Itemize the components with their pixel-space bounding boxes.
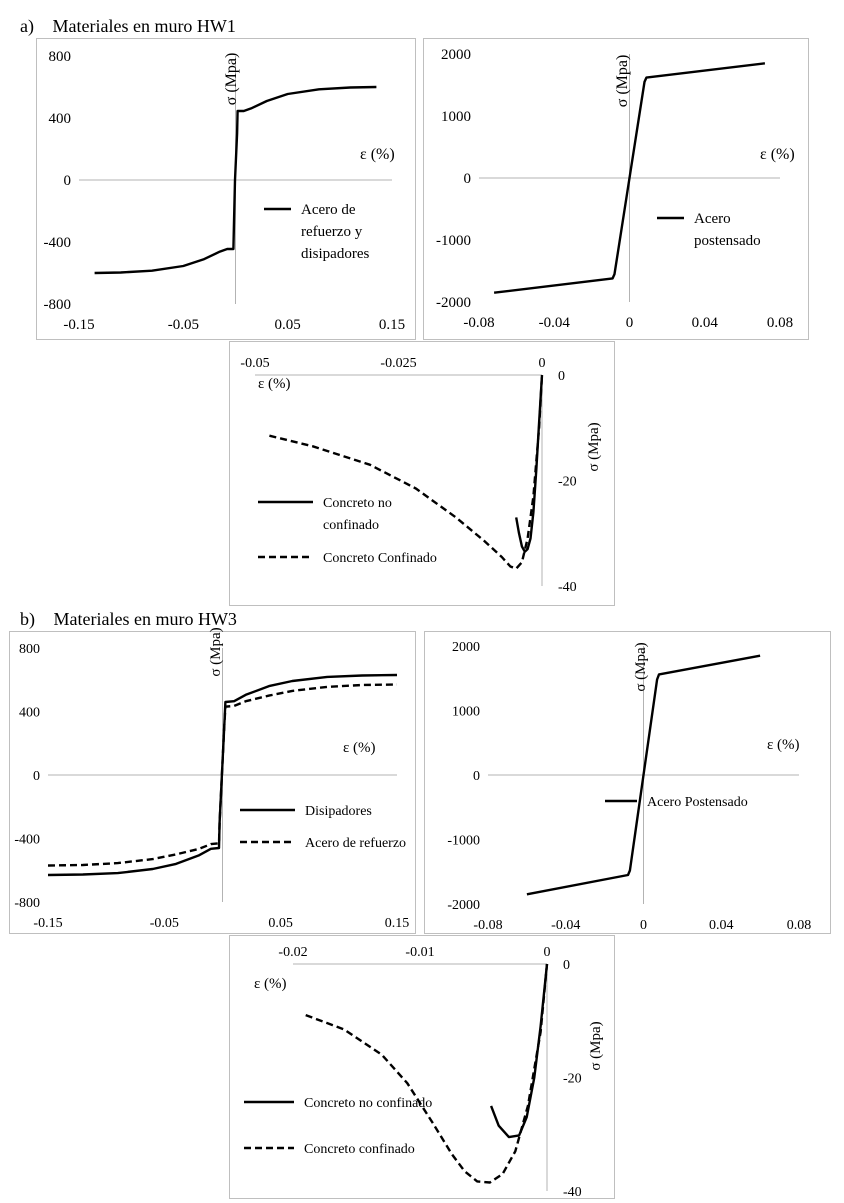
y-tick-label: -40	[558, 580, 577, 595]
legend-entry-1: Disipadores	[305, 804, 372, 819]
x-tick-label: -0.04	[551, 918, 580, 933]
y-tick-label: -800	[44, 297, 72, 313]
x-tick-label: -0.04	[539, 315, 571, 331]
y-tick-label: 800	[19, 642, 40, 657]
x-axis-label: ε (%)	[258, 376, 291, 392]
y-tick-label: -2000	[436, 295, 471, 311]
x-tick-label: 0	[626, 315, 634, 331]
y-tick-label: 1000	[441, 109, 471, 125]
section-title-b-text: Materiales en muro HW3	[53, 609, 237, 629]
y-tick-label: -400	[44, 235, 72, 251]
legend-entry-1: Acero Postensado	[647, 795, 748, 810]
chart-b2-prestressed-steel: -0.08 -0.04 0 0.04 0.08 -2000 -1000 0 1000 2000 σ …	[424, 631, 831, 934]
x-tick-label: -0.02	[278, 945, 307, 960]
legend-entry-1: Concreto no confinado	[323, 496, 392, 533]
y-tick-label: 1000	[452, 705, 480, 720]
x-axis-label: ε (%)	[760, 146, 795, 163]
y-tick-label: 0	[464, 171, 472, 187]
section-title-a: a) Materiales en muro HW1	[20, 16, 236, 37]
series-line-2	[269, 374, 544, 570]
y-tick-label: 400	[19, 706, 40, 721]
section-label-a: a)	[20, 16, 34, 36]
chart-svg: -0.02 -0.01 0 -40 -20 0 σ (Mpa) ε (%) Concreto n…	[244, 945, 604, 1200]
section-title-b: b) Materiales en muro HW3	[20, 609, 237, 630]
series-line-1	[489, 963, 549, 1139]
x-tick-label: -0.05	[240, 356, 269, 371]
chart-svg: -0.08 -0.04 0 0.04 0.08 -2000 -1000 0 1000 2000 σ …	[447, 640, 812, 933]
y-tick-label: -2000	[447, 898, 480, 913]
chart-b1-dissipators-rebar: -0.15 -0.05 0.05 0.15 -800 -400 0 400 800 σ (Mpa)…	[9, 627, 416, 934]
legend-entry-1: Acero de refuerzo y disipadores	[301, 202, 369, 262]
legend-entry-1: Acero postensado	[694, 211, 761, 249]
y-axis-label: σ (Mpa)	[633, 642, 649, 691]
x-tick-label: -0.025	[380, 356, 416, 371]
chart-svg: -0.05 -0.025 0 -40 -20 0 σ (Mpa) ε (%) Concreto …	[240, 356, 602, 595]
x-tick-label: -0.15	[63, 317, 94, 333]
series-line-1	[47, 673, 398, 877]
x-tick-label: 0.15	[379, 317, 405, 333]
x-tick-label: 0.15	[385, 916, 410, 931]
y-tick-label: 400	[49, 111, 72, 127]
series-line-2	[47, 683, 398, 867]
x-tick-label: -0.05	[168, 317, 199, 333]
y-tick-label: 2000	[441, 47, 471, 63]
y-axis-label: σ (Mpa)	[223, 53, 240, 106]
series-line-1	[493, 62, 766, 294]
x-tick-label: 0.05	[275, 317, 301, 333]
section-title-a-text: Materiales en muro HW1	[52, 16, 236, 36]
chart-b3-concrete: -0.02 -0.01 0 -40 -20 0 σ (Mpa) ε (%) Concreto n…	[229, 935, 615, 1200]
x-axis-label: ε (%)	[767, 737, 800, 753]
x-tick-label: -0.08	[463, 315, 494, 331]
y-tick-label: 0	[64, 173, 72, 189]
x-tick-label: 0.05	[268, 916, 293, 931]
y-axis-label: σ (Mpa)	[208, 627, 224, 676]
x-axis-label: ε (%)	[360, 146, 395, 163]
series-line-1	[94, 85, 377, 275]
x-axis-label: ε (%)	[343, 740, 376, 756]
x-tick-label: -0.05	[150, 916, 179, 931]
y-tick-label: 0	[558, 369, 565, 384]
legend-entry-2: Concreto Confinado	[323, 551, 437, 566]
chart-svg: -0.15 -0.05 0.05 0.15 -800 -400 0 400 800 σ (Mpa)…	[14, 627, 410, 931]
x-tick-label: 0	[640, 918, 647, 933]
y-tick-label: -400	[14, 833, 40, 848]
legend-entry-1: Concreto no confinado	[304, 1096, 432, 1111]
x-tick-label: -0.01	[405, 945, 434, 960]
x-axis-label: ε (%)	[254, 976, 287, 992]
y-axis-label: σ (Mpa)	[614, 55, 631, 108]
y-tick-label: 0	[473, 769, 480, 784]
y-tick-label: 0	[33, 769, 40, 784]
chart-a3-concrete: -0.05 -0.025 0 -40 -20 0 σ (Mpa) ε (%) Concreto …	[229, 341, 615, 606]
x-tick-label: 0.08	[787, 918, 812, 933]
chart-svg: -0.15 -0.05 0.05 0.15 -800 -400 0 400 800 σ (Mpa)…	[44, 49, 406, 333]
x-tick-label: 0.08	[767, 315, 793, 331]
series-line-1	[526, 654, 761, 896]
y-tick-label: 0	[563, 958, 570, 973]
y-tick-label: 2000	[452, 640, 480, 655]
y-tick-label: -40	[563, 1185, 582, 1200]
y-tick-label: -20	[563, 1072, 582, 1087]
series-line-2	[305, 963, 549, 1184]
x-tick-label: 0.04	[709, 918, 734, 933]
x-tick-label: 0	[539, 356, 546, 371]
section-label-b: b)	[20, 609, 35, 629]
y-tick-label: -20	[558, 475, 577, 490]
y-axis-label: σ (Mpa)	[588, 1021, 604, 1070]
x-tick-label: -0.08	[473, 918, 502, 933]
legend-entry-2: Acero de refuerzo	[305, 836, 406, 851]
chart-svg: -0.08 -0.04 0 0.04 0.08 -2000 -1000 0 1000 2000 σ …	[436, 47, 795, 331]
chart-a2-prestressed-steel: -0.08 -0.04 0 0.04 0.08 -2000 -1000 0 1000 2000 σ …	[423, 38, 809, 340]
legend-entry-2: Concreto confinado	[304, 1142, 415, 1157]
x-tick-label: -0.15	[33, 916, 62, 931]
y-axis-label: σ (Mpa)	[586, 422, 602, 471]
y-tick-label: 800	[49, 49, 72, 65]
y-tick-label: -1000	[436, 233, 471, 249]
y-tick-label: -800	[14, 896, 40, 911]
x-tick-label: 0.04	[692, 315, 719, 331]
chart-a1-steel-dissipators: -0.15 -0.05 0.05 0.15 -800 -400 0 400 800 σ (Mpa)…	[36, 38, 416, 340]
y-tick-label: -1000	[447, 834, 480, 849]
x-tick-label: 0	[544, 945, 551, 960]
